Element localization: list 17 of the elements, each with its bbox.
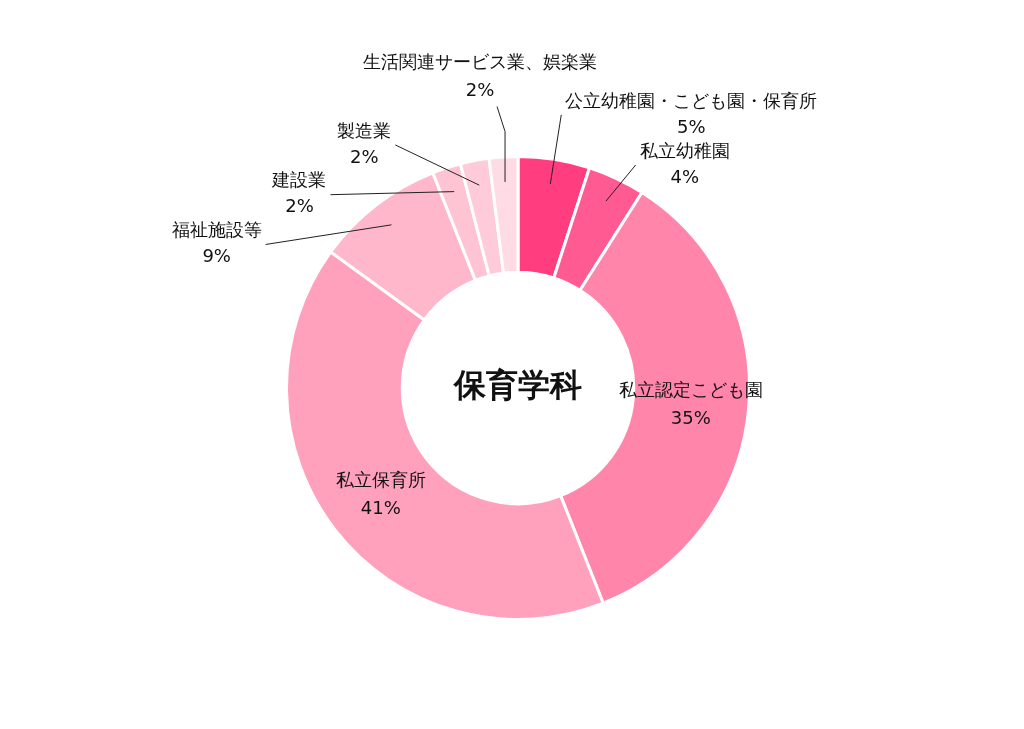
slice-label: 建設業 (271, 169, 327, 191)
slice-label: 製造業 (337, 119, 392, 141)
data-label: 9% (202, 245, 231, 267)
slice-label: 福祉施設等 (171, 219, 262, 241)
data-label: 41% (360, 497, 401, 519)
slice-label: 私立保育所 (335, 469, 426, 491)
data-label: 5% (676, 115, 706, 137)
data-label: 4% (670, 165, 700, 187)
slice-label: 公立幼稚園・こども園・保育所 (565, 89, 818, 111)
data-label: 2% (465, 79, 495, 101)
text: 保育学科 (453, 366, 582, 405)
slice-label: 生活関連サービス業、娯楽業 (363, 51, 598, 73)
data-label: 35% (670, 407, 711, 429)
slice-label: 私立認定こども園 (618, 379, 763, 401)
slice-label: 私立幼稚園 (639, 139, 730, 161)
data-label: 2% (285, 195, 314, 217)
data-label: 2% (350, 145, 379, 167)
